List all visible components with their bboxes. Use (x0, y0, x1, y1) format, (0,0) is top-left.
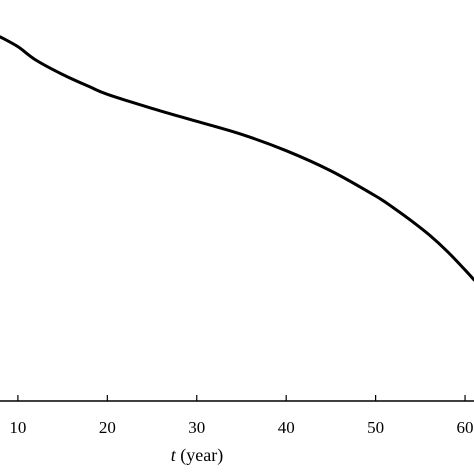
series-line-0 (0, 35, 474, 282)
x-tick-label-50: 50 (367, 418, 384, 437)
x-axis-variable: t (171, 445, 177, 465)
x-tick-label-40: 40 (278, 418, 295, 437)
x-axis-unit: (year) (176, 445, 223, 466)
plot-area (0, 35, 474, 282)
x-axis-label: t (year) (171, 445, 223, 466)
x-tick-label-20: 20 (99, 418, 116, 437)
x-tick-label-30: 30 (188, 418, 205, 437)
x-tick-label-10: 10 (9, 418, 26, 437)
x-tick-label-60: 60 (457, 418, 474, 437)
x-axis: 10 20 30 40 50 60 (0, 395, 474, 437)
